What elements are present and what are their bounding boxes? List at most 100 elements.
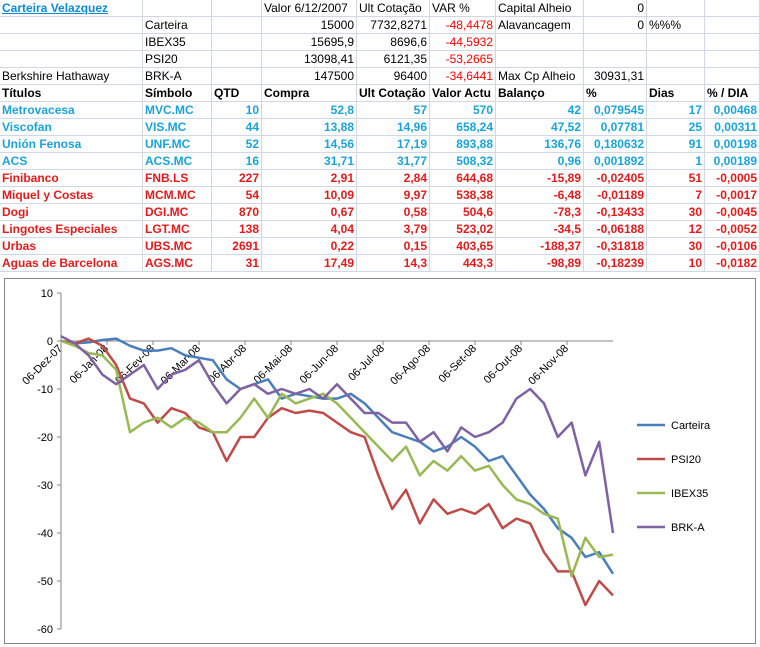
cell-r2-c0[interactable] [0, 34, 143, 51]
table-cell[interactable]: -78,3 [496, 204, 584, 221]
table-cell[interactable]: DGI.MC [143, 204, 212, 221]
cell-r4-c2[interactable] [212, 68, 262, 85]
table-cell[interactable]: 16 [212, 153, 262, 170]
table-cell[interactable]: 0,96 [496, 153, 584, 170]
table-cell[interactable]: 0,00189 [705, 153, 760, 170]
column-header[interactable]: Valor Actu [430, 85, 496, 102]
table-cell[interactable]: 47,52 [496, 119, 584, 136]
cell-r0-c5[interactable]: VAR % [430, 0, 496, 17]
cell-r4-c0[interactable]: Berkshire Hathaway [0, 68, 143, 85]
table-cell[interactable]: 52,8 [262, 102, 357, 119]
cell-r4-c5[interactable]: -34,6441 [430, 68, 496, 85]
cell-r1-c7[interactable]: 0 [584, 17, 647, 34]
table-cell[interactable]: Metrovacesa [0, 102, 143, 119]
table-cell[interactable]: -188,37 [496, 238, 584, 255]
table-cell[interactable]: 658,24 [430, 119, 496, 136]
cell-r0-c6[interactable]: Capital Alheio [496, 0, 584, 17]
cell-r2-c8[interactable] [647, 34, 705, 51]
table-cell[interactable]: 57 [357, 102, 430, 119]
cell-r2-c2[interactable] [212, 34, 262, 51]
table-cell[interactable]: Miquel y Costas [0, 187, 143, 204]
table-cell[interactable]: 0,079545 [584, 102, 647, 119]
table-cell[interactable]: MVC.MC [143, 102, 212, 119]
cell-r0-c2[interactable] [212, 0, 262, 17]
column-header[interactable]: % [584, 85, 647, 102]
cell-r4-c3[interactable]: 147500 [262, 68, 357, 85]
table-cell[interactable]: -0,02405 [584, 170, 647, 187]
cell-r1-c9[interactable] [705, 17, 760, 34]
table-cell[interactable]: 0,001892 [584, 153, 647, 170]
cell-r1-c5[interactable]: -48,4478 [430, 17, 496, 34]
table-cell[interactable]: 14,3 [357, 255, 430, 272]
table-cell[interactable]: Urbas [0, 238, 143, 255]
table-cell[interactable]: -98,89 [496, 255, 584, 272]
table-cell[interactable]: -0,01189 [584, 187, 647, 204]
table-cell[interactable]: 508,32 [430, 153, 496, 170]
cell-r4-c8[interactable] [647, 68, 705, 85]
table-cell[interactable]: 893,88 [430, 136, 496, 153]
table-cell[interactable]: 42 [496, 102, 584, 119]
table-cell[interactable]: -0,31818 [584, 238, 647, 255]
table-cell[interactable]: MCM.MC [143, 187, 212, 204]
table-cell[interactable]: -0,0052 [705, 221, 760, 238]
table-cell[interactable]: VIS.MC [143, 119, 212, 136]
table-cell[interactable]: -0,06188 [584, 221, 647, 238]
table-cell[interactable]: 136,76 [496, 136, 584, 153]
table-cell[interactable]: 9,97 [357, 187, 430, 204]
table-cell[interactable]: 44 [212, 119, 262, 136]
cell-r3-c6[interactable] [496, 51, 584, 68]
cell-r1-c8[interactable]: %%% [647, 17, 705, 34]
cell-r2-c4[interactable]: 8696,6 [357, 34, 430, 51]
table-cell[interactable]: 30 [647, 238, 705, 255]
cell-r1-c2[interactable] [212, 17, 262, 34]
table-cell[interactable]: Finibanco [0, 170, 143, 187]
table-cell[interactable]: -6,48 [496, 187, 584, 204]
table-cell[interactable]: 504,6 [430, 204, 496, 221]
cell-r2-c3[interactable]: 15695,9 [262, 34, 357, 51]
cell-r3-c2[interactable] [212, 51, 262, 68]
cell-r4-c7[interactable]: 30931,31 [584, 68, 647, 85]
table-cell[interactable]: 570 [430, 102, 496, 119]
column-header[interactable]: Compra [262, 85, 357, 102]
table-cell[interactable]: Aguas de Barcelona [0, 255, 143, 272]
table-cell[interactable]: 644,68 [430, 170, 496, 187]
table-cell[interactable]: 10,09 [262, 187, 357, 204]
cell-r2-c7[interactable] [584, 34, 647, 51]
cell-r0-c1[interactable] [143, 0, 212, 17]
cell-r3-c4[interactable]: 6121,35 [357, 51, 430, 68]
column-header[interactable]: Títulos [0, 85, 143, 102]
cell-r0-c4[interactable]: Ult Cotação [357, 0, 430, 17]
table-cell[interactable]: Unión Fenosa [0, 136, 143, 153]
table-cell[interactable]: 523,02 [430, 221, 496, 238]
table-cell[interactable]: 1 [647, 153, 705, 170]
cell-r4-c9[interactable] [705, 68, 760, 85]
table-cell[interactable]: 0,22 [262, 238, 357, 255]
table-cell[interactable]: 2,91 [262, 170, 357, 187]
table-cell[interactable]: 0,180632 [584, 136, 647, 153]
cell-r2-c1[interactable]: IBEX35 [143, 34, 212, 51]
cell-r0-c9[interactable] [705, 0, 760, 17]
table-cell[interactable]: 12 [647, 221, 705, 238]
table-cell[interactable]: 51 [647, 170, 705, 187]
table-cell[interactable]: Lingotes Especiales [0, 221, 143, 238]
cell-r4-c6[interactable]: Max Cp Alheio [496, 68, 584, 85]
cell-r1-c6[interactable]: Alavancagem [496, 17, 584, 34]
table-cell[interactable]: -0,0182 [705, 255, 760, 272]
table-cell[interactable]: UNF.MC [143, 136, 212, 153]
table-cell[interactable]: 17 [647, 102, 705, 119]
table-cell[interactable]: ACS [0, 153, 143, 170]
table-cell[interactable]: 10 [647, 255, 705, 272]
table-cell[interactable]: 403,65 [430, 238, 496, 255]
table-cell[interactable]: 0,15 [357, 238, 430, 255]
column-header[interactable]: Dias [647, 85, 705, 102]
table-cell[interactable]: -0,0045 [705, 204, 760, 221]
column-header[interactable]: Símbolo [143, 85, 212, 102]
cell-r3-c8[interactable] [647, 51, 705, 68]
table-cell[interactable]: 10 [212, 102, 262, 119]
cell-r1-c4[interactable]: 7732,8271 [357, 17, 430, 34]
cell-r3-c5[interactable]: -53,2665 [430, 51, 496, 68]
cell-r3-c9[interactable] [705, 51, 760, 68]
table-cell[interactable]: -15,89 [496, 170, 584, 187]
cell-r0-c3[interactable]: Valor 6/12/2007 [262, 0, 357, 17]
table-cell[interactable]: 17,19 [357, 136, 430, 153]
